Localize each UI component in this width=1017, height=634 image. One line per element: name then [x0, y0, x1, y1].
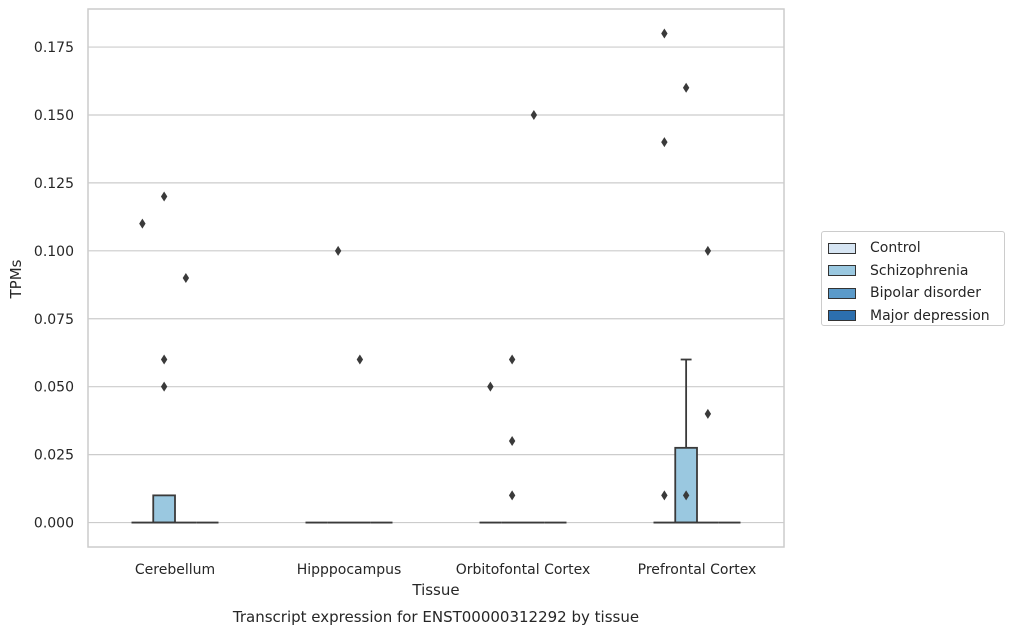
y-tick-label: 0.125	[34, 176, 74, 192]
box-group	[501, 354, 523, 524]
legend-item: Schizophrenia	[828, 260, 1004, 283]
outlier-point	[334, 245, 342, 256]
box-group	[674, 82, 698, 524]
legend-label: Bipolar disorder	[870, 285, 982, 302]
outlier-point	[661, 490, 668, 501]
legend-swatch	[828, 310, 856, 322]
x-tick-label: Prefrontal Cortex	[638, 562, 757, 578]
y-tick-label: 0.175	[34, 40, 74, 56]
legend: Control Schizophrenia Bipolar disorder Majo…	[821, 231, 1005, 326]
box	[674, 446, 698, 524]
x-tick-label: Hipppocampus	[297, 562, 402, 578]
legend-swatch	[828, 242, 856, 254]
box-group	[349, 354, 371, 524]
legend-item: Control	[828, 237, 1004, 260]
gridlines	[88, 46, 784, 524]
outlier-point	[530, 109, 538, 120]
outlier-point	[160, 191, 168, 202]
outlier-point	[661, 28, 668, 39]
outlier-point	[508, 436, 516, 447]
outlier-point	[508, 354, 516, 365]
outlier-point	[704, 408, 712, 419]
outlier-point	[508, 490, 516, 501]
legend-label: Schizophrenia	[870, 262, 969, 279]
outlier-point	[160, 381, 168, 392]
x-axis-ticks: Cerebellum Hipppocampus Orbitofontal Corte…	[135, 562, 756, 578]
outlier-point	[160, 354, 168, 365]
outlier-point	[139, 218, 146, 229]
outlier-point	[661, 137, 668, 148]
box-group	[479, 381, 502, 524]
box-plot-series	[131, 28, 741, 524]
legend-label: Control	[870, 240, 921, 257]
y-tick-label: 0.025	[34, 448, 74, 464]
y-tick-label: 0.000	[34, 516, 74, 532]
chart-title: Transcript expression for ENST0000031229…	[232, 608, 639, 626]
outlier-point	[182, 273, 190, 283]
legend-swatch	[828, 287, 856, 299]
box-group	[653, 28, 676, 524]
y-tick-label: 0.050	[34, 380, 74, 396]
y-axis-ticks: 0.000 0.025 0.050 0.075 0.100 0.125 0.150 0.175	[34, 40, 74, 532]
outlier-point	[487, 381, 494, 392]
x-tick-label: Orbitofontal Cortex	[456, 562, 591, 578]
y-tick-label: 0.100	[34, 244, 74, 260]
box-group	[327, 245, 349, 524]
legend-swatch	[828, 265, 856, 277]
box-group	[523, 109, 545, 524]
plot-frame	[87, 8, 785, 548]
box-group	[697, 245, 719, 524]
y-tick-label: 0.150	[34, 108, 74, 124]
legend-item: Bipolar disorder	[828, 282, 1004, 305]
y-tick-label: 0.075	[34, 312, 74, 328]
box-group	[131, 218, 154, 524]
legend-label: Major depression	[870, 307, 990, 324]
box-group	[175, 273, 197, 524]
x-axis-label: Tissue	[411, 581, 459, 599]
plot-border	[87, 8, 785, 548]
y-axis-label: TPMs	[7, 259, 25, 299]
outlier-point	[356, 354, 364, 365]
box-group	[152, 191, 176, 524]
outlier-point	[682, 490, 690, 501]
x-tick-label: Cerebellum	[135, 562, 215, 578]
legend-item: Major depression	[828, 305, 1004, 328]
outlier-point	[682, 82, 690, 93]
box	[152, 494, 176, 524]
outlier-point	[704, 245, 712, 256]
